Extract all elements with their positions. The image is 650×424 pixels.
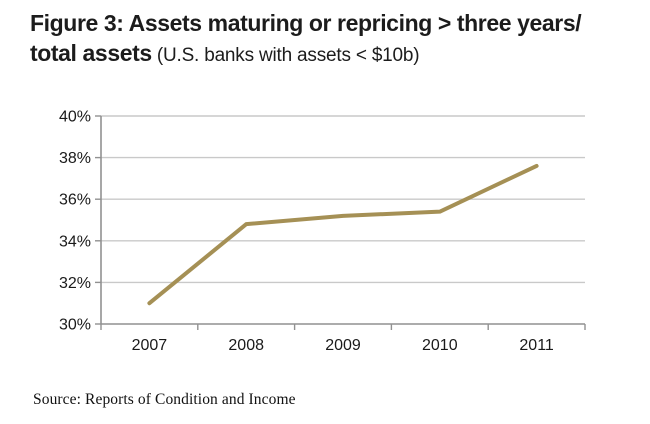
data-line-series	[147, 163, 539, 306]
y-tick-label: 40%	[59, 109, 91, 126]
x-tick-label: 2007	[132, 337, 168, 354]
figure-title: Figure 3: Assets maturing or repricing >…	[30, 8, 630, 71]
y-tick-label: 32%	[59, 275, 91, 292]
source-note: Source: Reports of Condition and Income	[33, 391, 296, 408]
x-tick-label: 2010	[422, 337, 458, 354]
x-tick-label: 2008	[228, 337, 264, 354]
y-tick-label: 38%	[59, 150, 91, 167]
figure-title-line2-sub: (U.S. banks with assets < $10b)	[151, 45, 420, 66]
y-tick-label: 36%	[59, 192, 91, 209]
y-tick-label: 34%	[59, 233, 91, 250]
figure-title-line1: Figure 3: Assets maturing or repricing >…	[30, 10, 582, 36]
figure-title-line2-main: total assets	[30, 40, 152, 66]
x-tick-label: 2009	[325, 337, 361, 354]
y-tick-label: 30%	[59, 317, 91, 334]
x-tick-label: 2011	[519, 337, 554, 354]
